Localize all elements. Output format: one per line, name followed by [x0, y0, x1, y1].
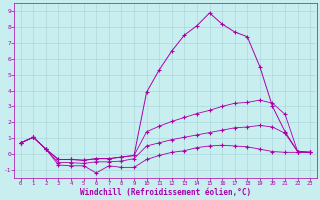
X-axis label: Windchill (Refroidissement éolien,°C): Windchill (Refroidissement éolien,°C) — [80, 188, 251, 197]
